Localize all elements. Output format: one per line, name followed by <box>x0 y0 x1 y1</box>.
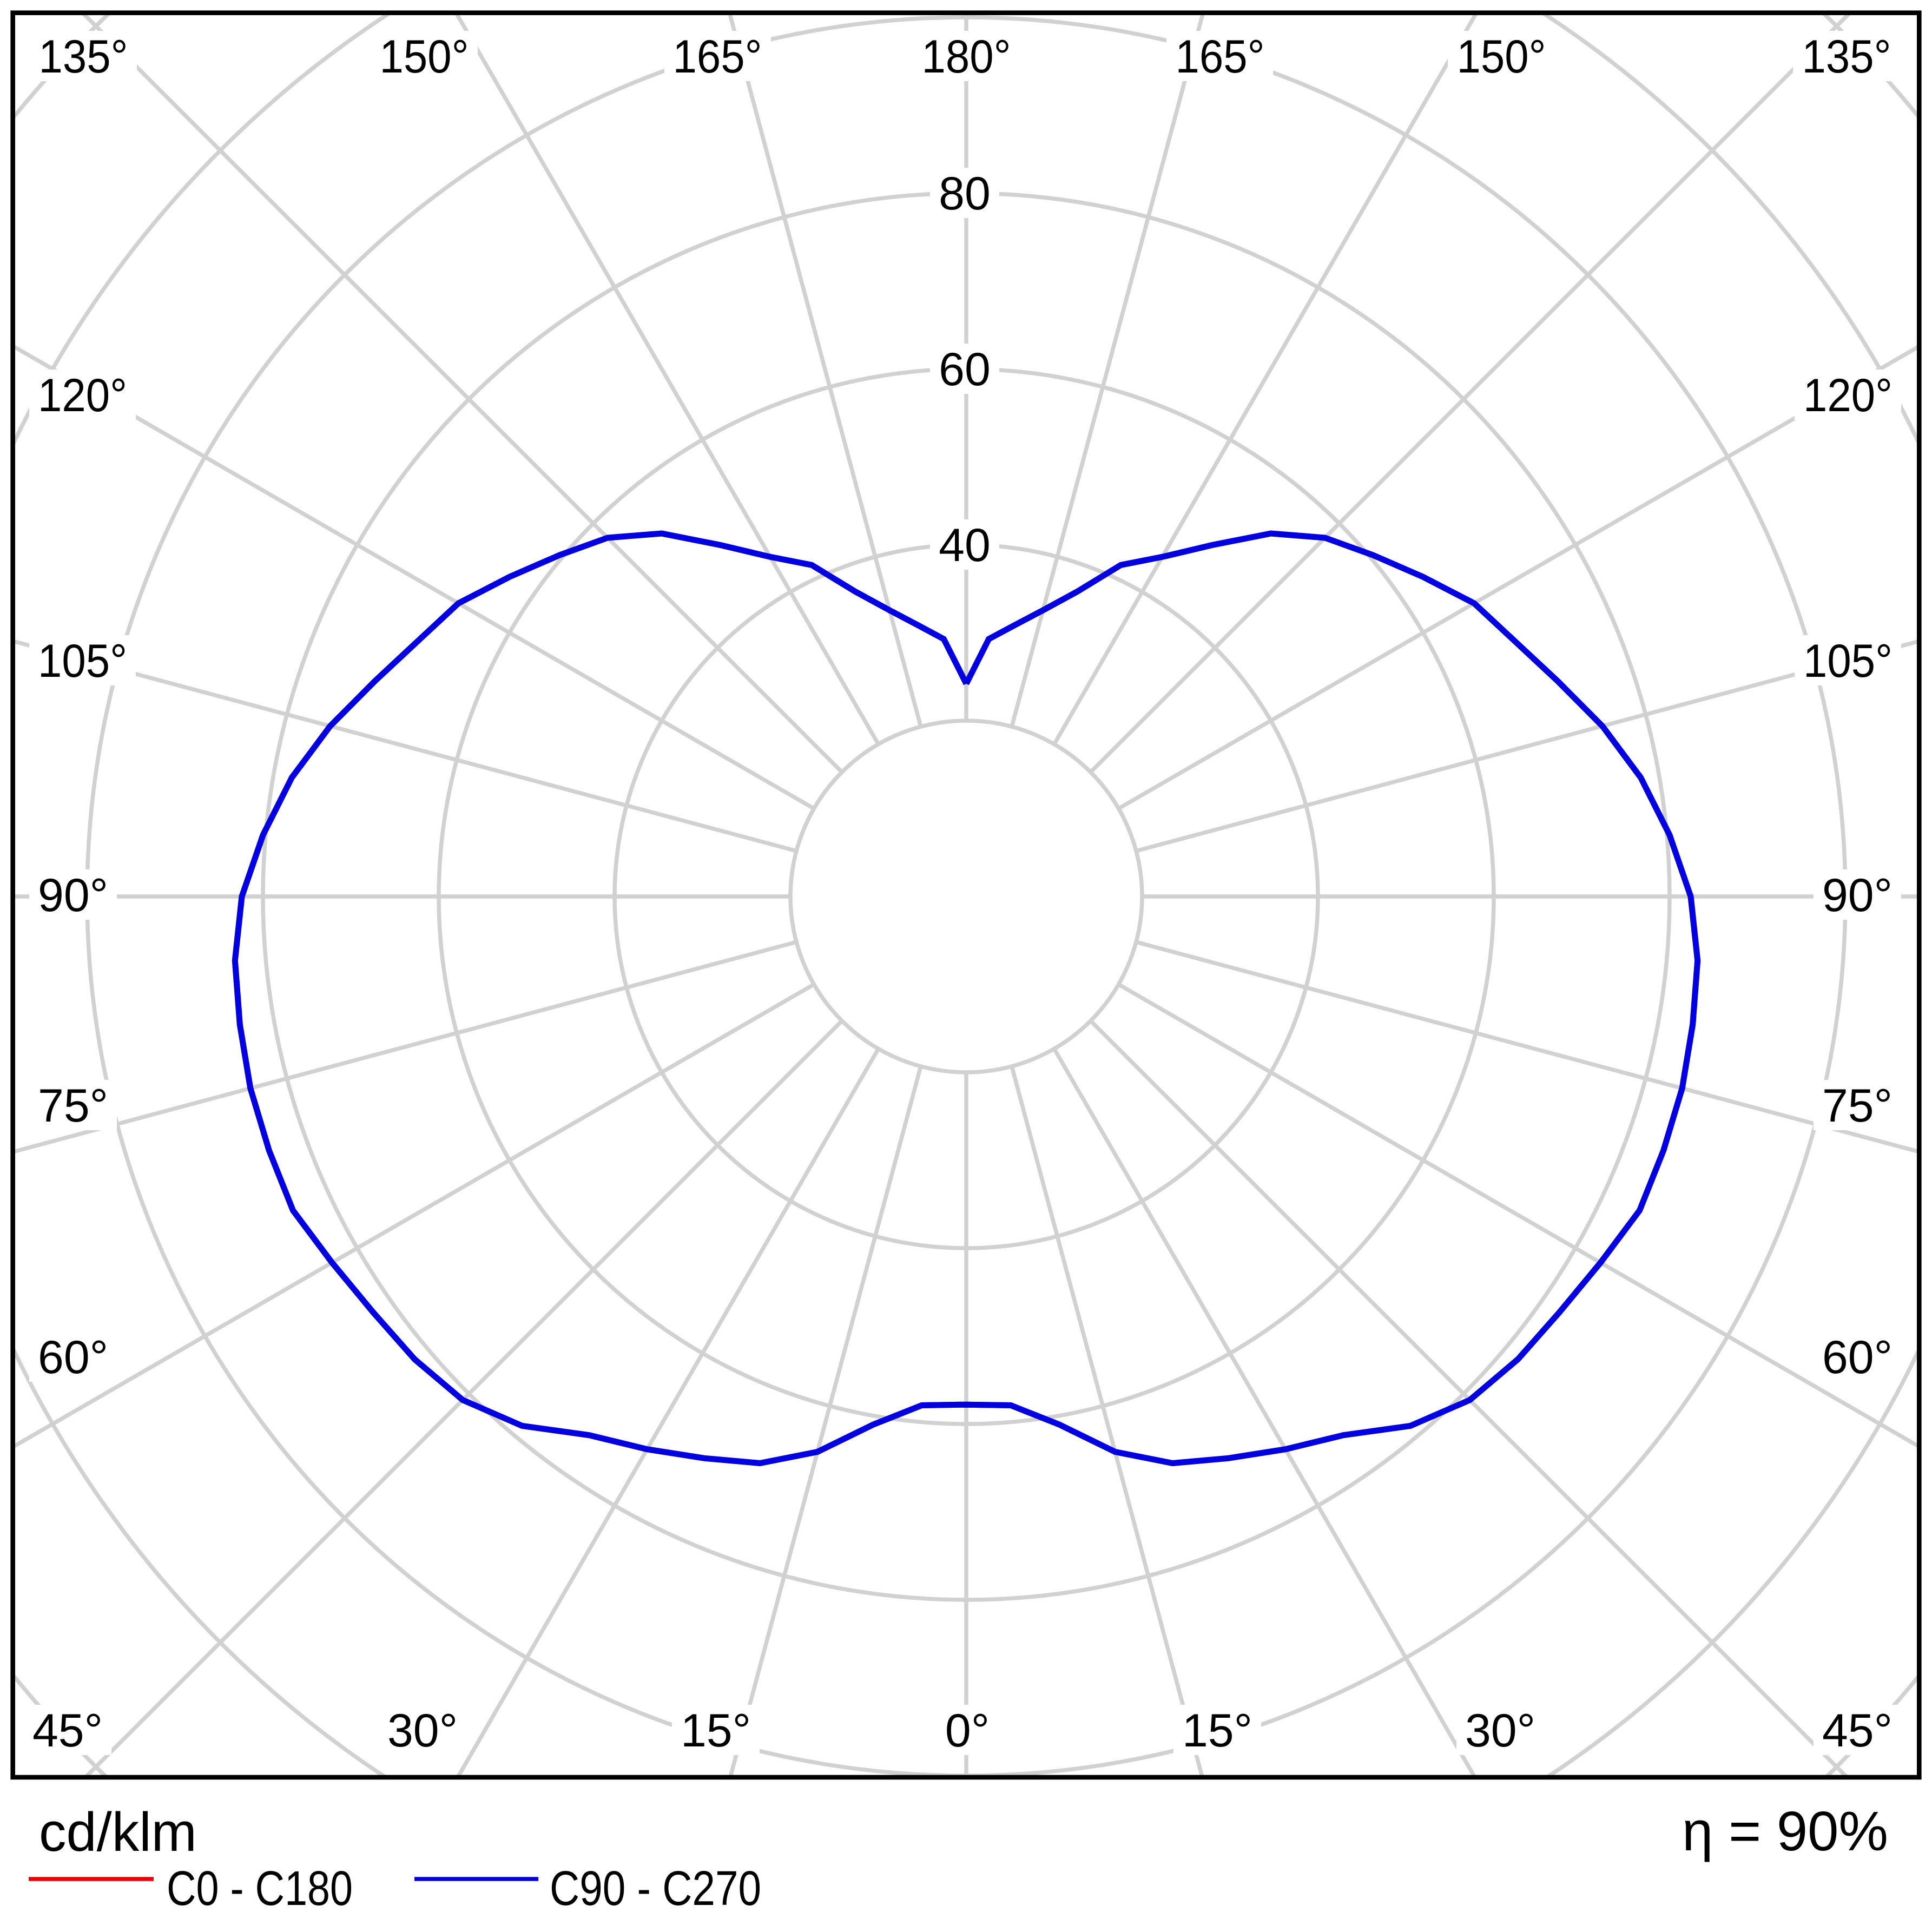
svg-text:0°: 0° <box>945 1705 990 1757</box>
svg-text:30°: 30° <box>387 1705 458 1757</box>
svg-text:60°: 60° <box>38 1331 108 1383</box>
svg-text:C90 - C270: C90 - C270 <box>550 1862 761 1916</box>
svg-text:30°: 30° <box>1465 1705 1535 1757</box>
svg-text:60: 60 <box>939 344 991 395</box>
svg-text:180°: 180° <box>922 31 1011 83</box>
svg-text:75°: 75° <box>1822 1080 1893 1132</box>
svg-text:135°: 135° <box>39 31 128 83</box>
svg-text:90°: 90° <box>38 869 108 921</box>
svg-text:η = 90%: η = 90% <box>1682 1800 1888 1862</box>
svg-text:105°: 105° <box>38 635 127 687</box>
svg-text:75°: 75° <box>38 1080 108 1132</box>
svg-text:165°: 165° <box>673 31 762 83</box>
svg-text:C0 - C180: C0 - C180 <box>167 1862 353 1916</box>
svg-text:90°: 90° <box>1822 869 1893 921</box>
svg-text:150°: 150° <box>380 31 469 83</box>
svg-text:135°: 135° <box>1802 31 1891 83</box>
svg-text:45°: 45° <box>1822 1705 1893 1757</box>
svg-text:60°: 60° <box>1822 1331 1893 1383</box>
svg-text:105°: 105° <box>1803 635 1893 687</box>
svg-text:165°: 165° <box>1176 31 1265 83</box>
svg-text:80: 80 <box>939 168 991 220</box>
svg-text:150°: 150° <box>1457 31 1546 83</box>
svg-text:120°: 120° <box>38 370 127 421</box>
svg-text:40: 40 <box>939 519 991 571</box>
svg-text:120°: 120° <box>1803 370 1893 421</box>
svg-text:15°: 15° <box>1182 1705 1252 1757</box>
svg-text:45°: 45° <box>32 1705 103 1757</box>
svg-text:cd/klm: cd/klm <box>39 1802 197 1863</box>
svg-text:15°: 15° <box>681 1705 751 1757</box>
